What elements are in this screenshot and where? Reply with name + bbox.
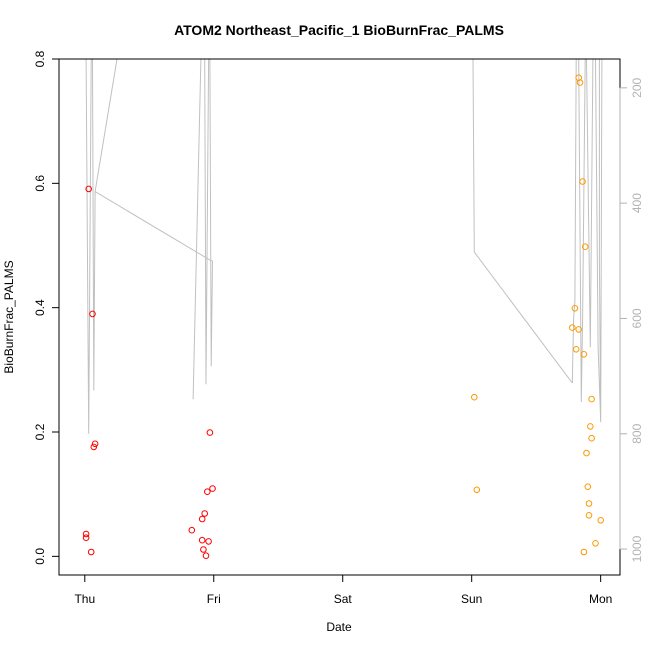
data-point-s1-20 — [597, 517, 605, 524]
data-point-s0-7 — [188, 526, 196, 534]
chart-title: ATOM2 Northeast_Pacific_1 BioBurnFrac_PA… — [174, 22, 504, 38]
data-point-s0-9 — [198, 536, 206, 544]
x-tick-label: Thu — [74, 592, 95, 606]
y-tick-label: 0.4 — [33, 299, 47, 316]
data-point-s1-18 — [588, 395, 595, 403]
y-tick-label: 0.8 — [33, 50, 47, 67]
pressure-track-line-0 — [85, 59, 118, 434]
data-point-s1-13 — [584, 483, 592, 491]
y2-tick-label: 400 — [630, 193, 644, 213]
data-point-s1-19 — [592, 540, 599, 547]
data-point-s1-17 — [588, 434, 595, 442]
data-point-s1-1 — [473, 486, 481, 494]
data-point-s0-12 — [202, 552, 210, 560]
y2-tick-label: 1000 — [630, 535, 644, 562]
data-point-s0-15 — [206, 429, 214, 436]
x-tick-label: Sat — [334, 592, 353, 606]
data-point-s1-11 — [581, 243, 589, 250]
y2-axis: 200 400 600 800 1000 — [619, 77, 644, 562]
x-tick-label: Fri — [207, 592, 221, 606]
y-tick-label: 0.0 — [33, 548, 47, 565]
data-point-s1-0 — [471, 393, 478, 401]
data-point-s0-4 — [89, 310, 96, 318]
data-point-s1-16 — [587, 423, 594, 430]
x-axis-label: Date — [326, 620, 352, 634]
data-point-s0-14 — [205, 538, 212, 545]
y2-tick-label: 200 — [630, 77, 644, 97]
pressure-track-line-3 — [472, 59, 573, 384]
pressure-track-layer — [85, 59, 603, 434]
data-point-s0-13 — [204, 488, 211, 496]
data-points-layer — [82, 74, 605, 560]
y2-tick-label: 800 — [630, 423, 644, 443]
data-point-s0-0 — [82, 530, 90, 538]
data-point-s0-2 — [85, 185, 92, 193]
pressure-track-line-2 — [192, 59, 213, 400]
data-point-s1-7 — [576, 79, 584, 86]
data-point-s0-1 — [82, 534, 90, 542]
plot-frame — [58, 58, 621, 576]
x-tick-label: Sun — [461, 592, 482, 606]
data-point-s1-9 — [580, 548, 588, 556]
data-point-s1-8 — [579, 178, 586, 185]
y-tick-label: 0.6 — [33, 175, 47, 192]
x-tick-label: Mon — [589, 592, 612, 606]
pressure-track-line-1 — [94, 191, 213, 262]
y2-tick-label: 600 — [630, 308, 644, 328]
data-point-s0-10 — [200, 546, 207, 553]
data-point-s0-6 — [91, 440, 99, 448]
data-point-s1-12 — [583, 449, 590, 457]
data-point-s1-10 — [580, 351, 588, 358]
data-point-s0-8 — [198, 515, 206, 523]
data-point-s1-5 — [575, 326, 583, 333]
y-axis-label: BioBurnFrac_PALMS — [2, 260, 16, 373]
data-point-s1-4 — [572, 346, 580, 353]
data-point-s0-16 — [209, 485, 216, 492]
x-axis: Thu Fri Sat Sun Mon — [74, 574, 612, 606]
y-axis: 0.0 0.2 0.4 0.6 0.8 — [33, 50, 60, 565]
data-point-s1-15 — [585, 512, 593, 519]
data-point-s1-3 — [571, 305, 579, 312]
pressure-track-line-4 — [571, 59, 603, 423]
data-point-s0-5 — [90, 443, 98, 451]
data-point-s0-3 — [87, 548, 95, 556]
data-point-s1-14 — [585, 500, 593, 507]
data-point-s0-11 — [201, 510, 208, 517]
y-tick-label: 0.2 — [33, 423, 47, 440]
data-point-s1-2 — [569, 324, 576, 331]
